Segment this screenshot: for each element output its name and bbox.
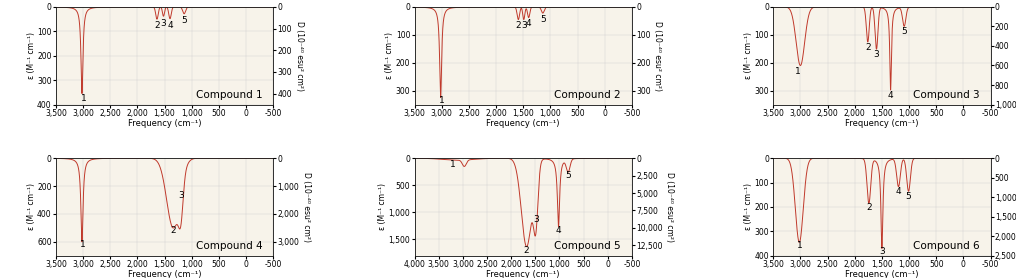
Text: 3: 3 xyxy=(161,19,167,28)
Text: 1: 1 xyxy=(79,240,85,249)
Y-axis label: ε (M⁻¹ cm⁻¹): ε (M⁻¹ cm⁻¹) xyxy=(744,32,753,79)
Text: 4: 4 xyxy=(168,21,173,30)
Y-axis label: D (10⁻⁴⁰ esu² cm²): D (10⁻⁴⁰ esu² cm²) xyxy=(295,21,304,91)
Y-axis label: D (10⁻⁴⁰ esu² cm²): D (10⁻⁴⁰ esu² cm²) xyxy=(653,21,662,91)
Text: 1: 1 xyxy=(450,160,456,169)
Y-axis label: ε (M⁻¹ cm⁻¹): ε (M⁻¹ cm⁻¹) xyxy=(26,32,36,79)
Text: 5: 5 xyxy=(181,16,187,25)
Text: 4: 4 xyxy=(526,19,531,28)
Text: 1: 1 xyxy=(797,241,803,250)
Text: 4: 4 xyxy=(888,91,893,100)
Y-axis label: ε (M⁻¹ cm⁻¹): ε (M⁻¹ cm⁻¹) xyxy=(744,183,753,230)
Text: 2: 2 xyxy=(515,21,521,31)
Text: 3: 3 xyxy=(879,247,885,256)
Text: 2: 2 xyxy=(524,246,529,255)
Text: 3: 3 xyxy=(874,50,880,59)
Text: 1: 1 xyxy=(439,96,445,105)
Text: 2: 2 xyxy=(171,227,176,235)
Text: 2: 2 xyxy=(865,43,871,52)
Text: Compound 5: Compound 5 xyxy=(555,241,621,251)
Y-axis label: D (10⁻⁴⁰ esu² cm²): D (10⁻⁴⁰ esu² cm²) xyxy=(665,172,675,242)
X-axis label: Frequency (cm⁻¹): Frequency (cm⁻¹) xyxy=(128,119,201,128)
Text: Compound 1: Compound 1 xyxy=(196,90,262,100)
X-axis label: Frequency (cm⁻¹): Frequency (cm⁻¹) xyxy=(487,119,560,128)
Y-axis label: ε (M⁻¹ cm⁻¹): ε (M⁻¹ cm⁻¹) xyxy=(385,32,394,79)
Y-axis label: ε (M⁻¹ cm⁻¹): ε (M⁻¹ cm⁻¹) xyxy=(378,183,387,230)
Text: 2: 2 xyxy=(154,21,160,30)
Text: Compound 3: Compound 3 xyxy=(913,90,979,100)
Text: Compound 6: Compound 6 xyxy=(913,241,979,251)
Text: 1: 1 xyxy=(80,93,86,103)
Text: 3: 3 xyxy=(533,215,538,224)
Y-axis label: ε (M⁻¹ cm⁻¹): ε (M⁻¹ cm⁻¹) xyxy=(26,183,36,230)
X-axis label: Frequency (cm⁻¹): Frequency (cm⁻¹) xyxy=(845,119,918,128)
Text: 3: 3 xyxy=(178,191,184,200)
Text: Compound 4: Compound 4 xyxy=(196,241,262,251)
Text: 4: 4 xyxy=(556,226,561,235)
Y-axis label: D (10⁻⁴⁰ esu² cm²): D (10⁻⁴⁰ esu² cm²) xyxy=(302,172,311,242)
X-axis label: Frequency (cm⁻¹): Frequency (cm⁻¹) xyxy=(128,270,201,278)
Text: 5: 5 xyxy=(539,15,546,24)
Text: 4: 4 xyxy=(896,187,901,196)
Text: 2: 2 xyxy=(866,203,872,212)
Text: 3: 3 xyxy=(521,21,526,31)
X-axis label: Frequency (cm⁻¹): Frequency (cm⁻¹) xyxy=(845,270,918,278)
Text: 5: 5 xyxy=(565,171,571,180)
X-axis label: Frequency (cm⁻¹): Frequency (cm⁻¹) xyxy=(487,270,560,278)
Text: Compound 2: Compound 2 xyxy=(555,90,621,100)
Text: 5: 5 xyxy=(905,192,911,201)
Text: 5: 5 xyxy=(901,27,907,36)
Text: 1: 1 xyxy=(795,67,801,76)
